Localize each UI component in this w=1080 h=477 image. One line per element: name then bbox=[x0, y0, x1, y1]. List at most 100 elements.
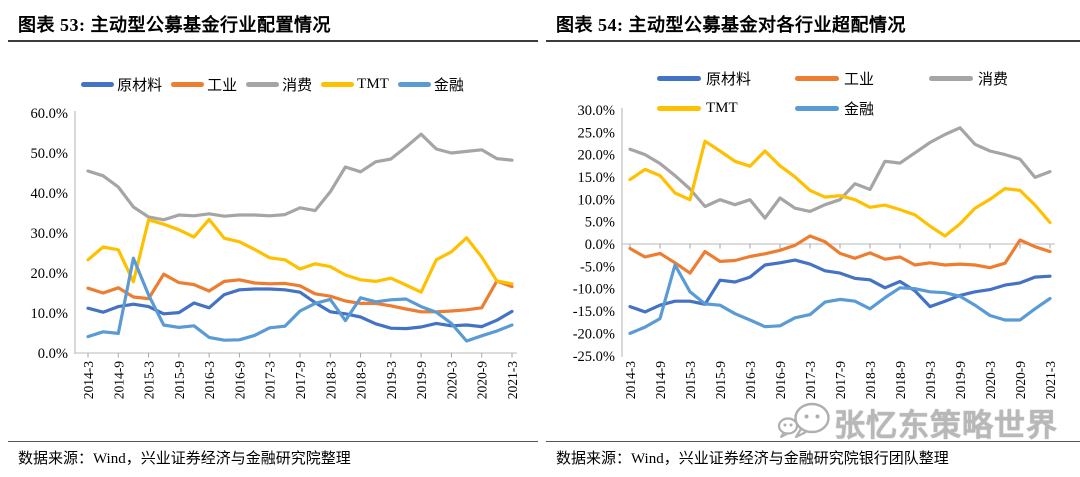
legend-item-原材料: 原材料 bbox=[81, 74, 162, 95]
y-tick-label: 25.0% bbox=[578, 125, 615, 141]
title-rule-left bbox=[8, 40, 538, 42]
x-tick-label: 2020-3 bbox=[983, 361, 998, 399]
x-tick-label: 2020-3 bbox=[444, 361, 459, 399]
x-tick-label: 2021-3 bbox=[1043, 361, 1058, 399]
watermark: 张忆东策略世界 bbox=[776, 399, 1058, 445]
legend-item-金融: 金融 bbox=[397, 74, 464, 95]
legend-swatch bbox=[795, 76, 839, 81]
x-tick-label: 2015-3 bbox=[683, 361, 698, 399]
y-tick-label: 10.0% bbox=[578, 192, 615, 208]
x-tick-label: 2015-3 bbox=[142, 361, 157, 399]
legend-label: 金融 bbox=[844, 102, 875, 118]
y-tick-label: 0.0% bbox=[38, 346, 68, 362]
legend-label: 工业 bbox=[207, 78, 238, 94]
y-tick-label: -15.0% bbox=[573, 304, 615, 320]
y-tick-label: 20.0% bbox=[578, 148, 615, 164]
legend-swatch bbox=[246, 82, 280, 87]
legend-label: 消费 bbox=[282, 78, 313, 94]
x-tick-label: 2019-3 bbox=[384, 361, 399, 399]
legend-swatch bbox=[929, 76, 973, 81]
chat-bubbles-icon bbox=[777, 402, 830, 439]
source-rule-right bbox=[546, 441, 1080, 442]
legend-label: 原材料 bbox=[117, 78, 163, 94]
y-tick-label: 30.0% bbox=[31, 226, 68, 242]
series-line-金融 bbox=[628, 263, 1052, 335]
x-tick-label: 2019-9 bbox=[953, 361, 968, 399]
x-tick-label: 2014-9 bbox=[111, 361, 126, 399]
chart-54-title: 图表 54: 主动型公募基金对各行业超配情况 bbox=[556, 15, 906, 35]
legend-item-TMT: TMT bbox=[321, 76, 389, 93]
x-tick-label: 2021-3 bbox=[505, 361, 520, 399]
legend-label: 原材料 bbox=[706, 72, 752, 88]
x-tick-label: 2017-9 bbox=[833, 361, 848, 399]
x-tick-label: 2018-3 bbox=[323, 361, 338, 399]
chart-53-plot: 0.0% 10.0% 20.0% 30.0% 40.0% 50.0% 60.0% 2014-3… bbox=[31, 106, 520, 399]
x-tick-label: 2014-9 bbox=[653, 361, 668, 399]
legend-item-原材料: 原材料 bbox=[657, 68, 795, 89]
series-line-原材料 bbox=[628, 258, 1052, 314]
series-line-消费 bbox=[628, 126, 1052, 220]
watermark-text: 张忆东策略世界 bbox=[834, 407, 1058, 443]
legend-swatch bbox=[397, 82, 431, 87]
chart-54-source-note: 数据来源：Wind，兴业证券经济与金融研究院银行团队整理 bbox=[556, 451, 949, 467]
x-tick-label: 2018-9 bbox=[893, 361, 908, 399]
legend-swatch bbox=[81, 82, 115, 87]
legend-swatch bbox=[795, 106, 839, 111]
x-tick-label: 2020-9 bbox=[475, 361, 490, 399]
x-tick-label: 2017-9 bbox=[293, 361, 308, 399]
x-tick-label: 2018-3 bbox=[863, 361, 878, 399]
x-tick-label: 2017-3 bbox=[803, 361, 818, 399]
title-rule-right bbox=[546, 40, 1080, 42]
x-tick-label: 2015-9 bbox=[713, 361, 728, 399]
series-line-金融 bbox=[86, 256, 514, 343]
legend-swatch bbox=[657, 106, 701, 111]
legend-item-消费: 消费 bbox=[246, 74, 312, 95]
series-line-TMT bbox=[628, 139, 1052, 238]
y-tick-label: 5.0% bbox=[585, 215, 615, 231]
chart-53-source-note: 数据来源：Wind，兴业证券经济与金融研究院整理 bbox=[18, 451, 351, 467]
legend-item-工业: 工业 bbox=[171, 74, 237, 95]
x-tick-label: 2017-3 bbox=[263, 361, 278, 399]
legend-label: 消费 bbox=[978, 72, 1009, 88]
legend-item-TMT: TMT bbox=[657, 98, 795, 119]
y-tick-label: 40.0% bbox=[31, 186, 68, 202]
source-rule-left bbox=[8, 441, 538, 442]
legend-item-工业: 工业 bbox=[795, 68, 929, 89]
y-tick-label: 10.0% bbox=[31, 306, 68, 322]
legend-label: 工业 bbox=[844, 72, 875, 88]
legend-item-金融: 金融 bbox=[795, 98, 929, 119]
x-tick-label: 2020-9 bbox=[1013, 361, 1028, 399]
legend-swatch bbox=[171, 82, 205, 87]
y-tick-label: 60.0% bbox=[31, 106, 68, 122]
legend-label: 金融 bbox=[433, 78, 464, 94]
chart-54-legend: 原材料 工业 消费 TMT 金融 bbox=[657, 68, 1049, 119]
x-tick-label: 2018-9 bbox=[354, 361, 369, 399]
x-tick-label: 2016-9 bbox=[232, 361, 247, 399]
y-tick-label: -10.0% bbox=[573, 282, 615, 298]
legend-swatch bbox=[657, 76, 701, 81]
x-tick-label: 2014-3 bbox=[623, 361, 638, 399]
legend-label: TMT bbox=[357, 76, 389, 92]
y-tick-label: -20.0% bbox=[573, 326, 615, 342]
series-line-工业 bbox=[628, 234, 1052, 275]
legend-label: TMT bbox=[706, 100, 738, 116]
chart-53-legend: 原材料 工业 消费 TMT 金融 bbox=[20, 74, 525, 95]
legend-item-消费: 消费 bbox=[929, 68, 1049, 89]
series-line-工业 bbox=[86, 272, 514, 314]
y-tick-label: 0.0% bbox=[585, 237, 615, 253]
x-tick-label: 2015-9 bbox=[172, 361, 187, 399]
x-tick-label: 2014-3 bbox=[81, 361, 96, 399]
x-tick-label: 2016-3 bbox=[202, 361, 217, 399]
y-tick-label: -25.0% bbox=[573, 349, 615, 365]
x-tick-label: 2016-9 bbox=[773, 361, 788, 399]
x-tick-label: 2019-3 bbox=[923, 361, 938, 399]
y-tick-label: -5.0% bbox=[580, 259, 615, 275]
legend-swatch bbox=[321, 82, 355, 87]
series-line-消费 bbox=[86, 132, 514, 222]
chart-53-title: 图表 53: 主动型公募基金行业配置情况 bbox=[18, 15, 331, 35]
chart-54-plot: -25.0% -20.0% -15.0% -10.0% -5.0% 0.0% 5.0% 10.… bbox=[573, 103, 1058, 399]
y-tick-label: 50.0% bbox=[31, 146, 68, 162]
series-line-原材料 bbox=[86, 287, 514, 331]
